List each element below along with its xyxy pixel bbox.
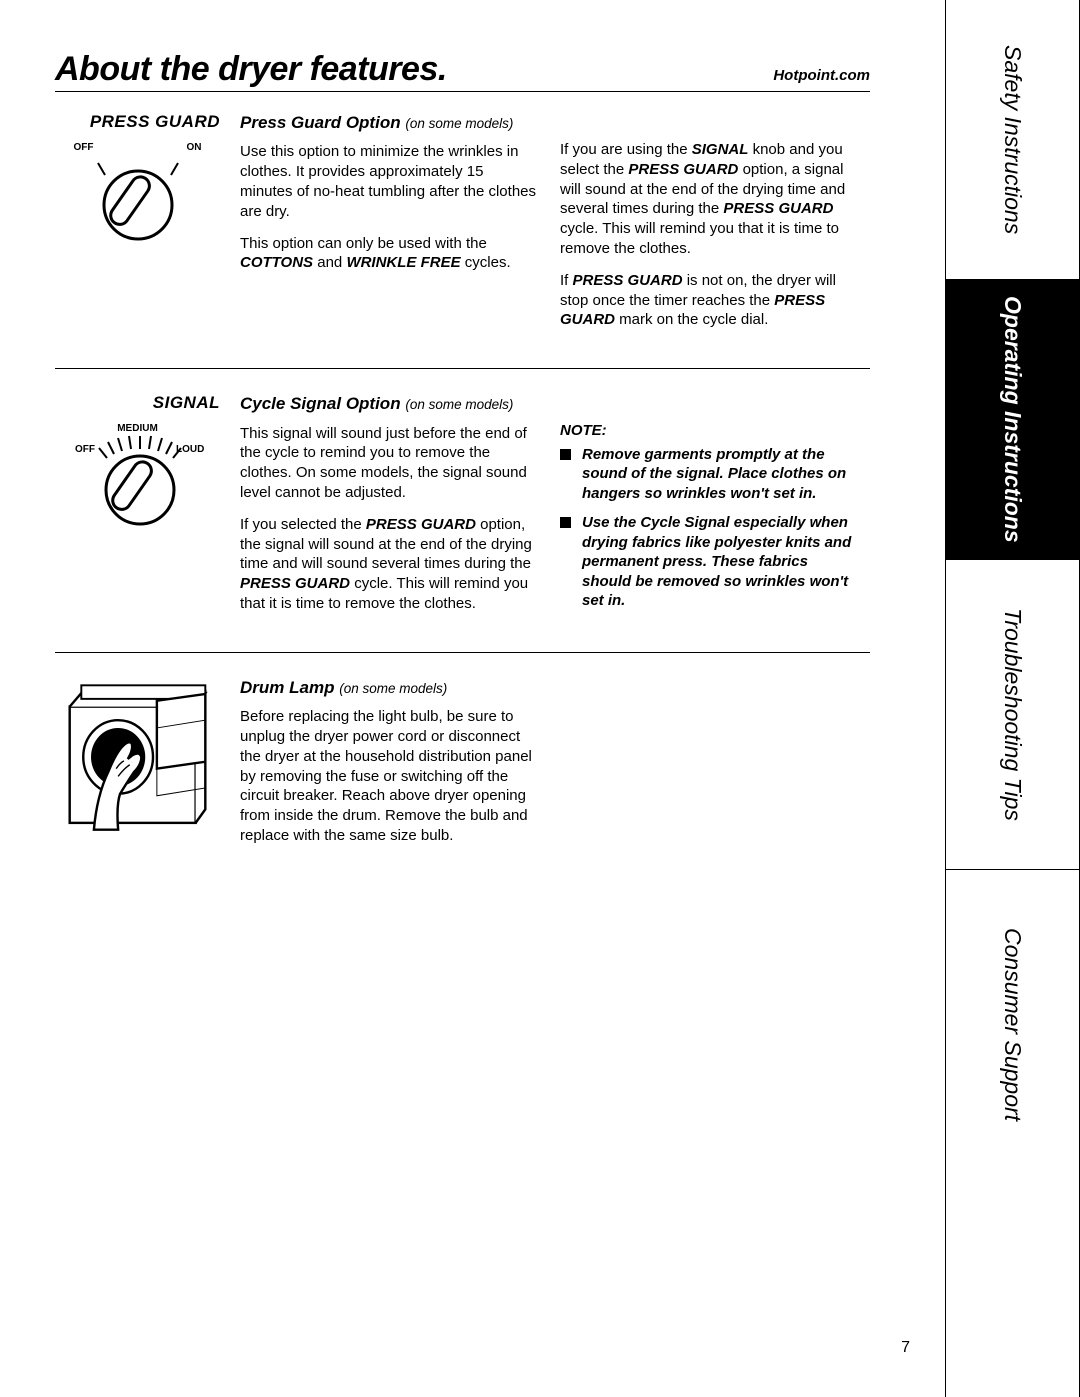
page-header: About the dryer features. Hotpoint.com bbox=[55, 50, 870, 92]
page-title: About the dryer features. bbox=[55, 50, 447, 89]
press-guard-p1: Use this option to minimize the wrinkles… bbox=[240, 142, 540, 221]
brand-url: Hotpoint.com bbox=[773, 67, 870, 84]
tab-operating[interactable]: Operating Instructions bbox=[946, 280, 1079, 560]
page-number: 7 bbox=[901, 1339, 910, 1357]
tab-support[interactable]: Consumer Support bbox=[946, 870, 1079, 1180]
knob-medium-label: MEDIUM bbox=[63, 423, 213, 434]
note-list: Remove garments promptly at the sound of… bbox=[560, 445, 860, 611]
press-guard-knob-icon bbox=[73, 155, 203, 245]
note-item-1: Remove garments promptly at the sound of… bbox=[560, 445, 860, 504]
press-guard-title: Press Guard Option (on some models) bbox=[240, 112, 540, 134]
press-guard-r2: If PRESS GUARD is not on, the dryer will… bbox=[560, 271, 860, 330]
drum-lamp-p1: Before replacing the light bulb, be sure… bbox=[240, 707, 540, 846]
press-guard-label: PRESS GUARD bbox=[55, 112, 220, 132]
note-heading: NOTE: bbox=[560, 421, 860, 441]
tab-safety[interactable]: Safety Instructions bbox=[946, 0, 1079, 280]
knob-off-label: OFF bbox=[74, 142, 94, 153]
signal-title: Cycle Signal Option (on some models) bbox=[240, 393, 540, 415]
signal-knob-icon: OFF LOUD bbox=[63, 434, 213, 534]
section-drum-lamp: Drum Lamp (on some models) Before replac… bbox=[55, 677, 870, 884]
knob-off-text: OFF bbox=[75, 444, 95, 455]
dryer-lamp-illustration-icon bbox=[60, 677, 215, 837]
side-nav: Safety Instructions Operating Instructio… bbox=[945, 0, 1080, 1397]
knob-on-label: ON bbox=[187, 142, 202, 153]
press-guard-r1: If you are using the SIGNAL knob and you… bbox=[560, 140, 860, 259]
press-guard-p2: This option can only be used with the CO… bbox=[240, 234, 540, 274]
signal-p2: If you selected the PRESS GUARD option, … bbox=[240, 515, 540, 614]
tab-troubleshooting[interactable]: Troubleshooting Tips bbox=[946, 560, 1079, 870]
section-signal: SIGNAL MEDIUM OFF LOUD bbox=[55, 393, 870, 652]
section-press-guard: PRESS GUARD OFF ON Press Guard Option (o… bbox=[55, 112, 870, 368]
drum-lamp-title: Drum Lamp (on some models) bbox=[240, 677, 540, 699]
signal-p1: This signal will sound just before the e… bbox=[240, 424, 540, 503]
note-item-2: Use the Cycle Signal especially when dry… bbox=[560, 513, 860, 611]
signal-label: SIGNAL bbox=[55, 393, 220, 413]
